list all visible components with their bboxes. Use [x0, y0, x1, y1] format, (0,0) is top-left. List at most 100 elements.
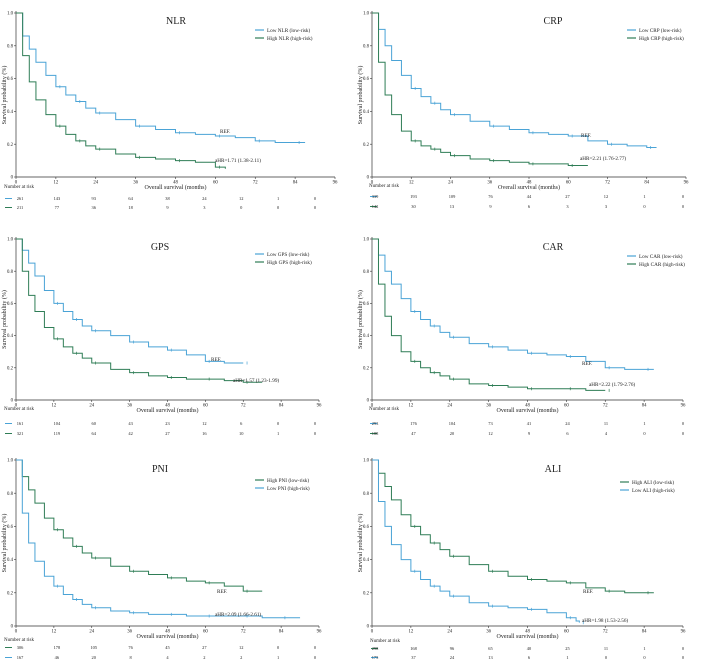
- risk-count: 64: [92, 431, 97, 436]
- y-tick-label: 0.6: [363, 525, 370, 530]
- chart-title: NLR: [166, 16, 186, 27]
- survival-curve-second: [16, 459, 301, 619]
- risk-count: 12: [604, 194, 608, 199]
- y-tick-label: 1.0: [363, 12, 370, 17]
- risk-count: 9: [489, 204, 492, 209]
- risk-count: 4: [605, 431, 608, 436]
- risk-count: 11: [604, 646, 608, 651]
- x-tick-label: 48: [525, 404, 530, 409]
- risk-count: 37: [411, 655, 416, 660]
- y-tick-label: 0.2: [7, 591, 14, 596]
- x-tick-label: 48: [173, 181, 178, 186]
- x-tick-label: 48: [165, 630, 170, 635]
- y-tick-label: 0.8: [363, 492, 370, 497]
- risk-count: 36: [92, 205, 97, 210]
- risk-count: 47: [411, 431, 416, 436]
- risk-count: 93: [92, 196, 97, 201]
- y-tick-label: 0.8: [363, 270, 370, 275]
- legend-label: High PNI (low-risk): [267, 477, 309, 484]
- risk-count: 38: [165, 196, 170, 201]
- risk-count: 143: [54, 196, 61, 201]
- risk-count: 0: [682, 655, 685, 660]
- risk-count: 12: [239, 645, 243, 650]
- x-axis-label: Overall survival (months): [137, 407, 199, 414]
- x-tick-label: 0: [371, 630, 374, 635]
- ref-annotation: REF.: [217, 589, 227, 595]
- risk-count: 0: [605, 655, 608, 660]
- risk-count: 3: [203, 205, 206, 210]
- x-tick-label: 60: [564, 630, 569, 635]
- risk-count: 23: [165, 421, 170, 426]
- x-tick-label: 60: [203, 630, 208, 635]
- risk-count: 293: [372, 421, 379, 426]
- y-axis-label: Survival probability (%): [357, 514, 364, 573]
- legend-label: Low GPS (low-risk): [267, 251, 310, 258]
- y-tick-label: 0: [367, 399, 370, 404]
- risk-count: 167: [17, 655, 24, 660]
- risk-count: 77: [55, 205, 60, 210]
- chart-title: GPS: [151, 242, 169, 253]
- x-tick-label: 24: [447, 630, 452, 635]
- y-tick-label: 0.2: [7, 143, 14, 148]
- x-tick-label: 36: [127, 404, 132, 409]
- risk-count: 12: [488, 431, 492, 436]
- y-tick-label: 0.8: [363, 44, 370, 49]
- risk-count: 2: [203, 655, 205, 660]
- number-at-risk-heading: Number at risk: [370, 639, 400, 644]
- y-tick-label: 0.4: [363, 110, 370, 115]
- risk-count: 2: [240, 655, 242, 660]
- risk-count: 12: [239, 196, 243, 201]
- x-tick-label: 12: [51, 630, 56, 635]
- risk-count: 40: [527, 646, 532, 651]
- y-tick-label: 0.4: [7, 558, 14, 563]
- risk-count: 298: [372, 646, 379, 651]
- x-tick-label: 36: [133, 181, 138, 186]
- risk-count: 73: [488, 421, 493, 426]
- risk-count: 25: [565, 646, 570, 651]
- risk-count: 1: [643, 646, 645, 651]
- risk-count: 10: [239, 431, 244, 436]
- risk-count: 105: [90, 645, 97, 650]
- chart-title: CRP: [544, 16, 563, 27]
- y-tick-label: 0.4: [363, 558, 370, 563]
- y-tick-label: 1.0: [7, 238, 14, 243]
- risk-count: 0: [682, 204, 685, 209]
- y-tick-label: 0.2: [363, 591, 370, 596]
- risk-count: 30: [411, 204, 416, 209]
- number-at-risk-heading: Number at risk: [4, 638, 34, 643]
- risk-count: 0: [314, 205, 317, 210]
- x-tick-label: 72: [603, 630, 608, 635]
- risk-count: 0: [682, 431, 685, 436]
- ref-annotation: REF.: [583, 589, 593, 595]
- legend-label: High NLR (high-risk): [267, 35, 313, 42]
- risk-count: 0: [682, 194, 685, 199]
- risk-count: 0: [240, 205, 243, 210]
- hazard-ratio-annotation: aHR=2.22 (1.79-2.76): [589, 381, 635, 388]
- risk-count: 45: [165, 645, 170, 650]
- number-at-risk-heading: Number at risk: [369, 184, 399, 189]
- risk-count: 12: [202, 421, 206, 426]
- y-tick-label: 0: [11, 625, 14, 630]
- survival-curve-second: [16, 238, 263, 383]
- risk-count: 161: [17, 421, 24, 426]
- x-tick-label: 0: [15, 181, 18, 186]
- risk-count: 11: [604, 421, 608, 426]
- legend-label: High GPS (high-risk): [267, 259, 312, 266]
- x-tick-label: 36: [127, 630, 132, 635]
- x-tick-label: 36: [486, 404, 491, 409]
- legend-label: Low ALI (high-risk): [632, 487, 675, 494]
- risk-count: 16: [202, 431, 207, 436]
- y-tick-label: 0.8: [7, 492, 14, 497]
- risk-count: 0: [643, 204, 646, 209]
- y-tick-label: 0.2: [7, 366, 14, 371]
- x-tick-label: 96: [681, 404, 686, 409]
- risk-count: 306: [17, 645, 24, 650]
- risk-count: 65: [488, 646, 493, 651]
- risk-count: 168: [410, 646, 417, 651]
- x-tick-label: 72: [241, 630, 246, 635]
- y-tick-label: 0.6: [7, 302, 14, 307]
- y-tick-label: 0: [11, 399, 14, 404]
